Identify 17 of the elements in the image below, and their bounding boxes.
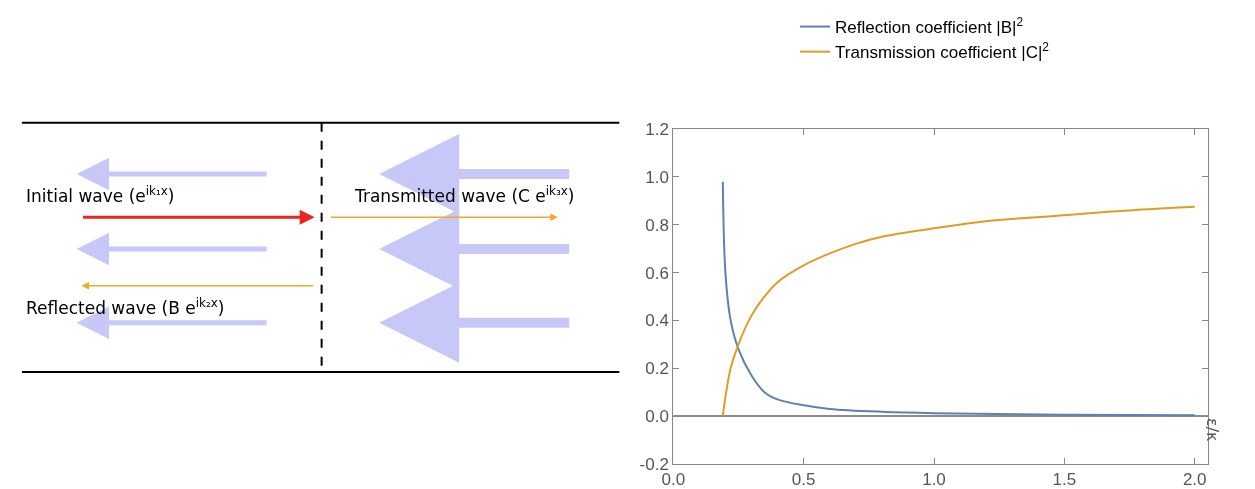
annotation: ε/κ — [1202, 418, 1222, 443]
y-tick-label: 0.2 — [645, 359, 669, 379]
text: Transmitted wave (C e$^{ik₃x}$) — [354, 184, 575, 207]
text: Reflected wave (B e$^{ik₂x}$) — [26, 296, 225, 319]
y-tick-label: 0.0 — [645, 407, 669, 427]
text: Initial wave (e$^{ik₁x}$) — [26, 184, 175, 207]
y-tick-label: 0.6 — [645, 263, 669, 283]
legend-label: Reflection coefficient |B|$^{2}$ — [835, 15, 1024, 38]
x-tick-label: 1.5 — [1052, 470, 1077, 489]
x-tick-label: 0.5 — [791, 470, 816, 489]
y-tick-label: 1.0 — [645, 167, 669, 187]
x-tick-label: 1.0 — [922, 470, 946, 489]
x-tick-label: 2.0 — [1182, 470, 1207, 489]
y-tick-label: 0.4 — [645, 311, 669, 331]
y-tick-label: 1.2 — [645, 120, 669, 140]
y-tick-label: 0.8 — [645, 215, 669, 235]
legend-label: Transmission coefficient |C|$^{2}$ — [835, 40, 1050, 63]
